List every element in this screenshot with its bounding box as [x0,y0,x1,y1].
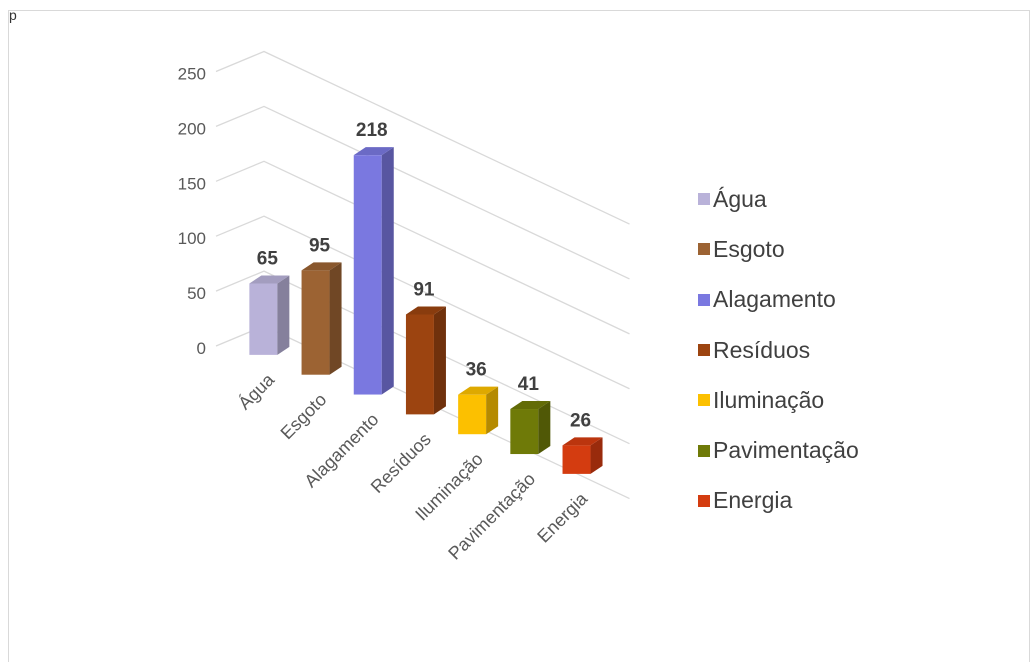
y-tick-label: 200 [178,119,206,138]
gridline [215,270,630,445]
bar-side [538,401,551,455]
legend-label: Iluminação [713,386,825,413]
legend-swatch [698,193,710,206]
bar-front [301,270,330,375]
data-label: 26 [570,410,591,431]
gridline [215,50,630,225]
y-tick-label: 250 [178,65,206,84]
corner-text: p [9,7,17,23]
gridlines [215,50,630,500]
bar-side [381,147,394,395]
legend-item: Energia [698,476,859,526]
data-label: 218 [356,120,388,141]
legend-item: Resíduos [698,325,859,375]
legend-swatch [698,444,710,457]
data-label: 91 [413,279,435,300]
bar-side [486,386,499,435]
bar-front [405,314,434,415]
legend-label: Água [713,185,767,212]
bar-side [590,437,603,474]
y-tick-label: 100 [178,229,206,248]
bar-front [249,283,278,355]
x-tick-label: Esgoto [277,389,331,443]
bar [458,386,499,435]
bar [405,306,446,415]
legend-swatch [698,243,710,256]
y-tick-label: 50 [187,284,206,303]
bar-top [353,147,394,156]
y-tick-label: 0 [197,339,206,358]
data-label: 65 [257,249,279,270]
legend-label: Pavimentação [713,437,859,464]
bar-side [277,275,290,355]
bar-front [562,445,591,474]
gridline [215,215,630,390]
legend-swatch [698,494,710,507]
data-label: 36 [466,360,487,381]
y-tick-label: 150 [178,174,206,193]
bar-top [405,306,446,315]
legend-swatch [698,344,710,357]
bar [353,147,394,395]
legend-label: Alagamento [713,286,836,313]
legend-label: Energia [713,487,793,514]
y-axis-ticks: 0 50 100 150 200 250 [178,65,206,359]
x-tick-label: Resíduos [367,429,435,497]
legend-item: Iluminação [698,375,859,425]
legend-swatch [698,293,710,306]
bar-side [329,262,342,375]
bar-top [510,401,551,410]
bar [562,437,603,474]
bar [510,401,551,455]
bar-front [353,155,382,395]
bars [249,147,603,474]
legend-item: Esgoto [698,224,859,274]
gridline [215,105,630,280]
bar-top [458,386,499,395]
legend-item: Alagamento [698,275,859,325]
bar-top [301,262,342,271]
legend-label: Esgoto [713,235,785,262]
legend-item: Pavimentação [698,425,859,475]
x-tick-label: Iluminação [411,449,487,525]
data-label: 95 [309,235,331,256]
bar [249,275,290,355]
bar-front [458,394,487,435]
x-tick-label: Água [234,369,279,414]
data-label: 41 [518,374,540,395]
x-tick-label: Energia [533,488,592,547]
legend-item: Água [698,174,859,224]
legend-label: Resíduos [713,336,811,363]
bar-front [510,409,539,455]
bar-side [433,306,446,415]
bar-top [249,275,290,284]
legend: Água Esgoto Alagamento Resíduos Iluminação Pa… [698,174,859,526]
data-labels: 65 95 218 91 36 41 26 [257,120,591,431]
bar [301,262,342,375]
legend-swatch [698,394,710,407]
gridline [215,160,630,335]
bar-top [562,437,603,446]
